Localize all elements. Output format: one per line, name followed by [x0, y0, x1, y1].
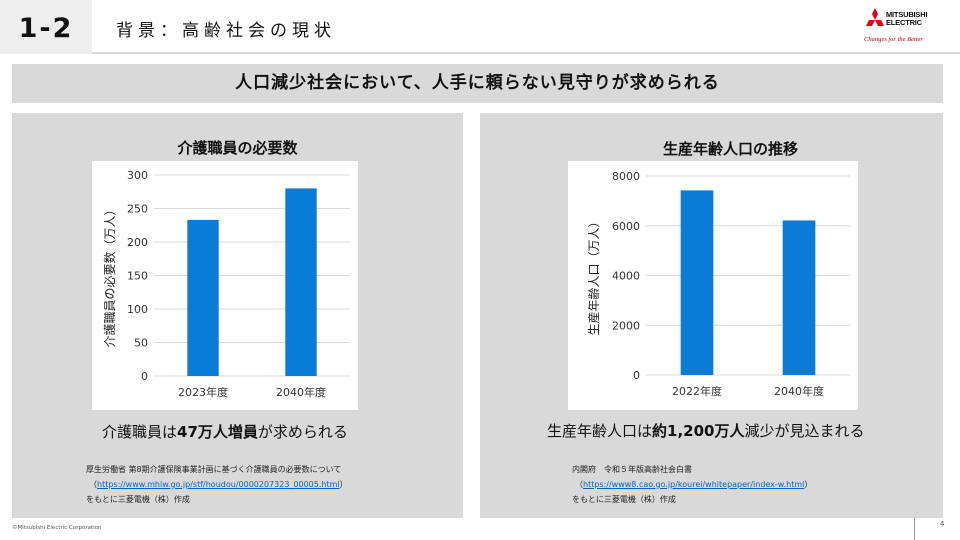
footer-divider — [914, 518, 915, 540]
y-axis-label: 生産年齢人口（万人） — [586, 215, 601, 335]
left-summary-pre: 介護職員は — [102, 423, 178, 441]
three-diamonds-icon — [866, 8, 884, 26]
right-source-note: 内閣府 令和５年版高齢社会白書 （https://www8.cao.go.jp/… — [572, 462, 812, 507]
right-summary-bold: 約1,200万人 — [652, 422, 745, 440]
left-source-line2: （https://www.mhlw.go.jp/stf/houdou/00002… — [86, 477, 348, 492]
y-tick-label: 50 — [134, 337, 148, 350]
bar — [285, 188, 317, 376]
right-summary-pre: 生産年齢人口は — [547, 422, 653, 440]
chart-plot-background — [92, 161, 358, 410]
left-summary-post: が求められる — [257, 423, 348, 441]
right-source-paren-close: ） — [804, 480, 813, 489]
right-summary-post: 減少が見込まれる — [744, 422, 865, 440]
right-source-link[interactable]: https://www8.cao.go.jp/kourei/whitepaper… — [583, 480, 805, 489]
y-tick-label: 4000 — [612, 270, 640, 283]
section-number: 1-2 — [18, 13, 74, 44]
x-tick-label: 2023年度 — [178, 385, 228, 399]
page-title: 背景：高齢社会の現状 — [116, 21, 336, 41]
header-divider — [92, 52, 960, 54]
copyright: ©Mitsubishi Electric Corporation — [12, 525, 102, 531]
left-source-line3: をもとに三菱電機（株）作成 — [86, 495, 190, 504]
left-summary: 介護職員は47万人増員が求められる — [102, 421, 348, 442]
care-staff-bar-chart: 0 50 100 150 200 250 300 2023年度 2040年度 介護職員の必要数（万… — [92, 161, 358, 410]
section-number-box — [0, 0, 92, 54]
x-tick-label: 2040年度 — [774, 384, 824, 398]
left-summary-bold: 47万人増員 — [177, 423, 258, 441]
y-tick-label: 6000 — [612, 220, 640, 233]
right-chart-title: 生産年齢人口の推移 — [662, 140, 798, 158]
left-chart-title: 介護職員の必要数 — [177, 139, 298, 157]
x-tick-label: 2040年度 — [276, 385, 326, 399]
y-tick-label: 150 — [127, 270, 148, 283]
bar — [782, 220, 816, 375]
headline-text: 人口減少社会において、人手に頼らない見守りが求められる — [235, 73, 720, 93]
y-tick-label: 300 — [127, 169, 148, 182]
y-tick-label: 200 — [127, 236, 148, 249]
right-source-line1: 内閣府 令和５年版高齢社会白書 — [572, 465, 692, 474]
left-source-link[interactable]: https://www.mhlw.go.jp/stf/houdou/000020… — [97, 480, 340, 489]
right-source-line3: をもとに三菱電機（株）作成 — [572, 495, 676, 504]
right-summary: 生産年齢人口は約1,200万人減少が見込まれる — [547, 420, 864, 441]
y-tick-label: 0 — [633, 369, 640, 382]
left-source-note: 厚生労働省 第8期介護保険事業計画に基づく介護職員の必要数について （https… — [86, 462, 348, 507]
left-source-line1: 厚生労働省 第8期介護保険事業計画に基づく介護職員の必要数について — [86, 465, 342, 474]
logo-text-line1: MITSUBISHI — [886, 10, 928, 19]
bar — [680, 190, 714, 375]
y-axis-label: 介護職員の必要数（万人） — [102, 203, 117, 347]
y-tick-label: 8000 — [612, 170, 640, 183]
logo-slogan: Changes for the Better — [864, 36, 924, 43]
company-logo: MITSUBISHI ELECTRIC Changes for the Bett… — [862, 6, 954, 50]
y-tick-label: 100 — [127, 303, 148, 316]
left-source-paren-close: ） — [339, 480, 348, 489]
bar — [187, 219, 219, 376]
y-tick-label: 0 — [141, 370, 148, 383]
left-source-paren-open: （ — [89, 480, 97, 489]
right-source-line2: （https://www8.cao.go.jp/kourei/whitepape… — [572, 477, 812, 492]
logo-text-line2: ELECTRIC — [886, 18, 922, 27]
x-tick-label: 2022年度 — [672, 384, 722, 398]
working-age-population-bar-chart: 0 2000 4000 6000 8000 2022年度 2040年度 生産年齢人口（万人） — [568, 161, 858, 410]
headline-banner: 人口減少社会において、人手に頼らない見守りが求められる — [12, 64, 943, 103]
y-tick-label: 2000 — [612, 319, 640, 332]
page-number: 4 — [940, 520, 945, 528]
right-source-paren-open: （ — [575, 480, 583, 489]
y-tick-label: 250 — [127, 203, 148, 216]
